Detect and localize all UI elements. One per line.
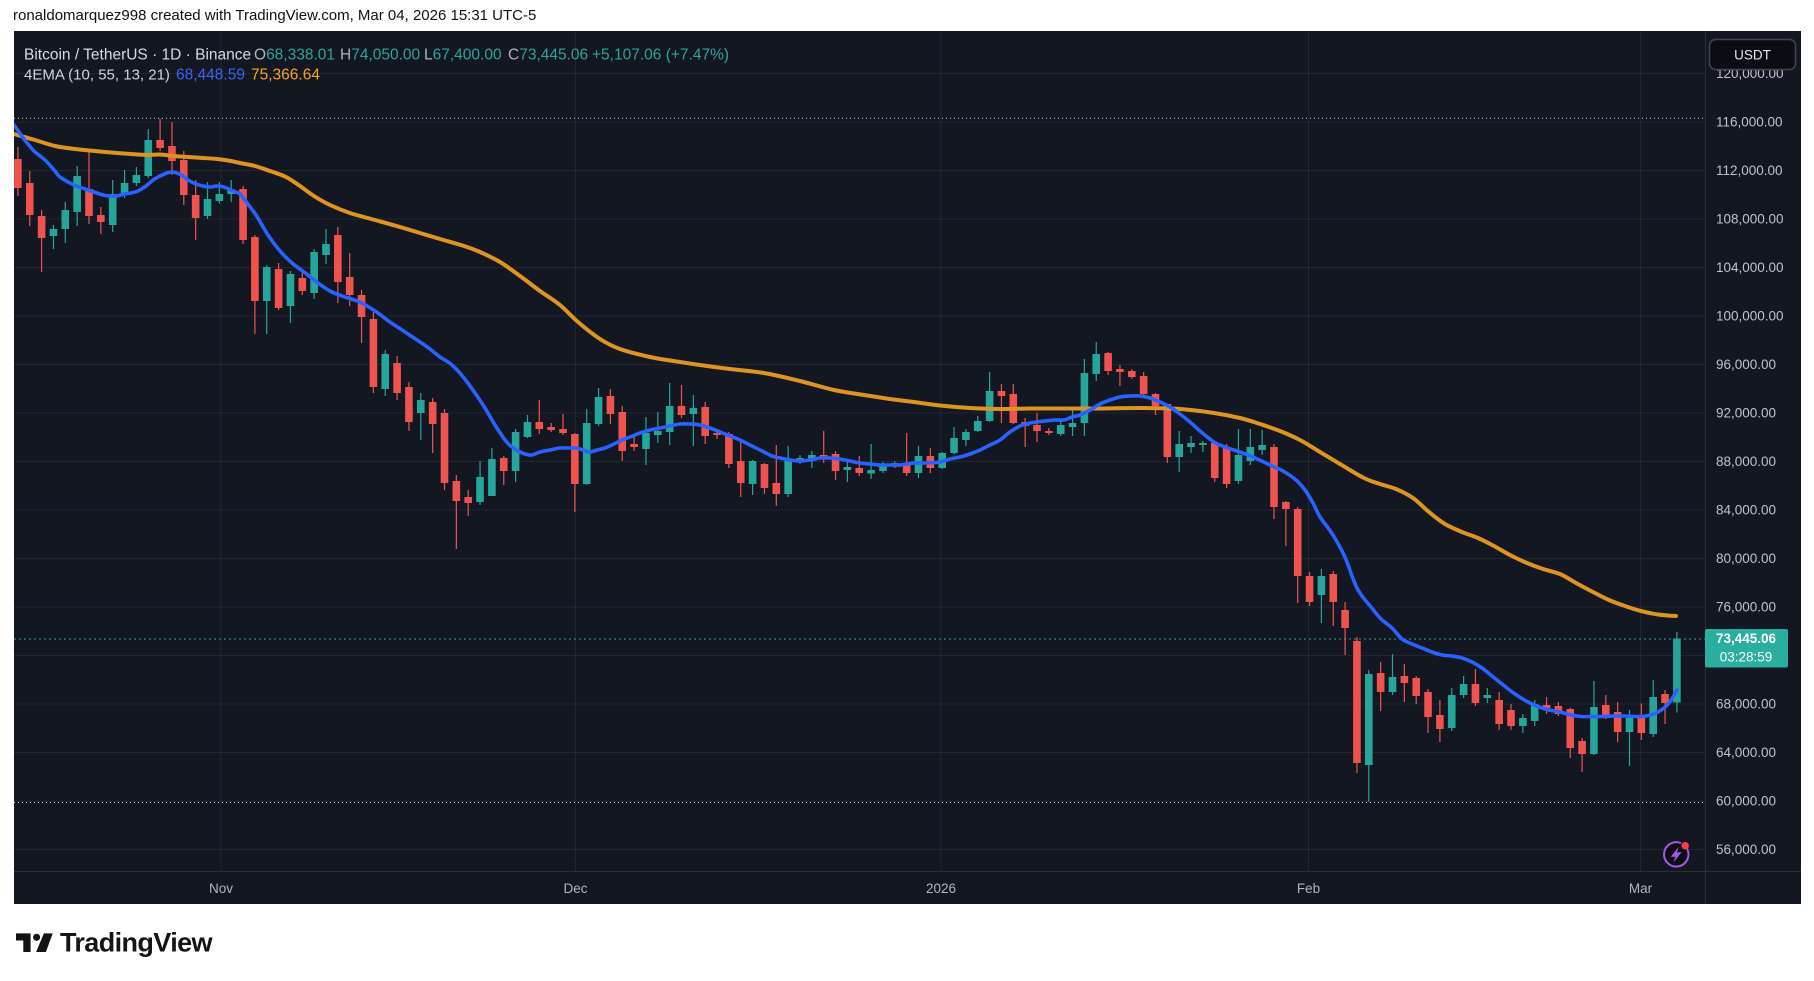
svg-text:56,000.00: 56,000.00 bbox=[1716, 842, 1776, 857]
svg-text:TradingView: TradingView bbox=[60, 928, 214, 958]
svg-text:4EMA (10, 55, 13, 21): 4EMA (10, 55, 13, 21) bbox=[24, 67, 170, 84]
svg-text:C73,445.06: C73,445.06 bbox=[508, 47, 588, 64]
svg-text:60,000.00: 60,000.00 bbox=[1716, 794, 1776, 809]
svg-text:92,000.00: 92,000.00 bbox=[1716, 406, 1776, 421]
svg-text:2026: 2026 bbox=[926, 881, 956, 896]
svg-text:Bitcoin / TetherUS · 1D · Bina: Bitcoin / TetherUS · 1D · Binance bbox=[24, 47, 251, 64]
svg-text:88,000.00: 88,000.00 bbox=[1716, 454, 1776, 469]
svg-text:O68,338.01: O68,338.01 bbox=[254, 47, 335, 64]
svg-text:Feb: Feb bbox=[1297, 881, 1320, 896]
svg-text:+5,107.06 (+7.47%): +5,107.06 (+7.47%) bbox=[592, 47, 729, 64]
svg-text:Nov: Nov bbox=[209, 881, 233, 896]
svg-text:L67,400.00: L67,400.00 bbox=[424, 47, 502, 64]
svg-text:76,000.00: 76,000.00 bbox=[1716, 600, 1776, 615]
svg-text:80,000.00: 80,000.00 bbox=[1716, 551, 1776, 566]
svg-text:84,000.00: 84,000.00 bbox=[1716, 503, 1776, 518]
svg-text:112,000.00: 112,000.00 bbox=[1716, 163, 1783, 178]
svg-text:H74,050.00: H74,050.00 bbox=[340, 47, 421, 64]
svg-text:75,366.64: 75,366.64 bbox=[251, 67, 320, 84]
svg-text:116,000.00: 116,000.00 bbox=[1716, 115, 1783, 130]
svg-text:73,445.06: 73,445.06 bbox=[1716, 631, 1777, 646]
svg-text:104,000.00: 104,000.00 bbox=[1716, 260, 1784, 275]
svg-text:100,000.00: 100,000.00 bbox=[1716, 309, 1784, 324]
svg-text:108,000.00: 108,000.00 bbox=[1716, 212, 1784, 227]
svg-text:Dec: Dec bbox=[563, 881, 587, 896]
svg-text:03:28:59: 03:28:59 bbox=[1720, 650, 1773, 665]
svg-text:64,000.00: 64,000.00 bbox=[1716, 745, 1776, 760]
svg-text:68,000.00: 68,000.00 bbox=[1716, 697, 1776, 712]
svg-text:USDT: USDT bbox=[1734, 48, 1771, 63]
svg-text:Mar: Mar bbox=[1629, 881, 1653, 896]
svg-text:96,000.00: 96,000.00 bbox=[1716, 357, 1776, 372]
svg-text:68,448.59: 68,448.59 bbox=[176, 67, 245, 84]
